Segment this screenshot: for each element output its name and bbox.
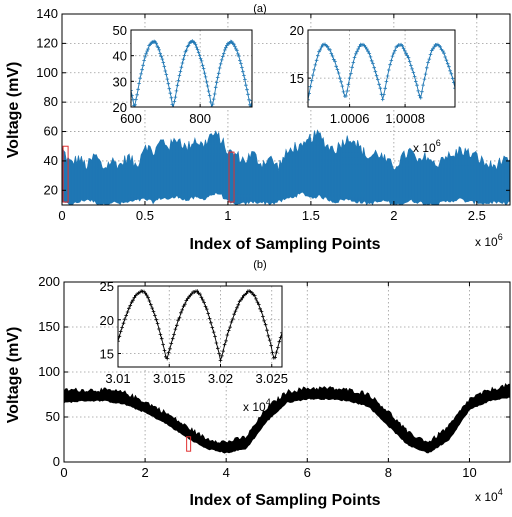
a-ytick-label-0: 20 (44, 182, 58, 197)
a-highlight-1 (228, 151, 235, 203)
a-inset1-ytick-label-1: 30 (113, 74, 127, 89)
a-inset1-series (131, 39, 252, 107)
a-inset1-xtick-label-0: 600 (120, 111, 142, 126)
b-highlight-0 (186, 436, 192, 452)
a-inset2-ytick-label-1: 20 (290, 23, 304, 38)
b-inset1-xtick-label-1: 3.015 (153, 371, 186, 386)
b-inset1-series (118, 289, 282, 363)
b-xtick-label-3: 6 (304, 465, 311, 480)
b-ytick-label-1: 50 (46, 409, 60, 424)
b-ytick-label-0: 0 (53, 454, 60, 469)
a-xtick-label-3: 1.5 (302, 208, 320, 223)
b-frame (63, 281, 511, 463)
b-inset1-ytick-label-2: 25 (100, 279, 114, 294)
a-xtick-label-0: 0 (58, 208, 65, 223)
a-ytick-label-5: 120 (36, 35, 58, 50)
a-ytick-label-2: 60 (44, 124, 58, 139)
a-ytick-label-3: 80 (44, 94, 58, 109)
b-xtick-label-5: 10 (462, 465, 476, 480)
a-inset1-ytick-label-2: 40 (113, 49, 127, 64)
a-inset2-ytick-label-0: 15 (290, 71, 304, 86)
a-inset2-frame (307, 29, 456, 108)
a-frame (61, 13, 511, 206)
b-y-axis-label: Voltage (mV) (5, 327, 22, 424)
a-ytick-label-4: 100 (36, 65, 58, 80)
a-inset2-series (308, 42, 455, 102)
b-inset1-ytick-label-0: 15 (100, 347, 114, 362)
b-inset1-ytick-label-1: 20 (100, 313, 114, 328)
b-inset1-series-markers (118, 289, 282, 363)
b-x-multiplier: x 104 (475, 487, 503, 504)
a-inset1-frame (130, 29, 253, 108)
panel-a-label: (a) (253, 3, 266, 15)
a-x-axis-label: Index of Sampling Points (189, 236, 380, 253)
b-inset1-frame (117, 285, 283, 368)
b-inset1-xtick-label-3: 3.025 (255, 371, 288, 386)
a-xtick-label-1: 0.5 (136, 208, 154, 223)
a-xtick-label-4: 2 (390, 208, 397, 223)
a-xtick-label-5: 2.5 (468, 208, 486, 223)
b-xtick-label-2: 4 (223, 465, 230, 480)
a-inset1-xtick-label-1: 800 (189, 111, 211, 126)
a-ytick-label-6: 140 (36, 6, 58, 21)
b-ytick-label-4: 200 (38, 274, 60, 289)
a-x-multiplier: x 106 (475, 232, 503, 249)
a-y-axis-label: Voltage (mV) (5, 62, 22, 159)
b-inset1-xtick-label-2: 3.02 (208, 371, 233, 386)
a-ytick-label-1: 40 (44, 153, 58, 168)
b-inset1-bg (118, 286, 282, 367)
a-xtick-label-2: 1 (224, 208, 231, 223)
a-inset2-series-markers (308, 42, 455, 102)
panel-b-label: (b) (253, 259, 266, 271)
a-inset1-ytick-label-0: 20 (113, 100, 127, 115)
b-inset1-xtick-label-0: 3.01 (105, 371, 130, 386)
b-xtick-label-4: 8 (385, 465, 392, 480)
a-inset2-xtick-label-1: 1.0008 (385, 111, 425, 126)
b-ytick-label-2: 100 (38, 364, 60, 379)
b-xtick-label-1: 2 (141, 465, 148, 480)
b-xtick-label-0: 0 (60, 465, 67, 480)
chart-panel-a: 0 0.5 1 1.5 2 2.5 20 40 60 80 100 120 140 Index of Sa… (5, 6, 511, 253)
b-x-axis-label: Index of Sampling Points (189, 492, 380, 509)
a-inset2-x-multiplier: x 106 (413, 138, 441, 155)
a-inset2-xtick-label-0: 1.0006 (330, 111, 370, 126)
a-inset1-ytick-label-3: 50 (113, 23, 127, 38)
b-ytick-label-3: 150 (38, 319, 60, 334)
b-inset1-x-multiplier: x 104 (243, 397, 271, 414)
a-highlight-0 (62, 145, 69, 203)
